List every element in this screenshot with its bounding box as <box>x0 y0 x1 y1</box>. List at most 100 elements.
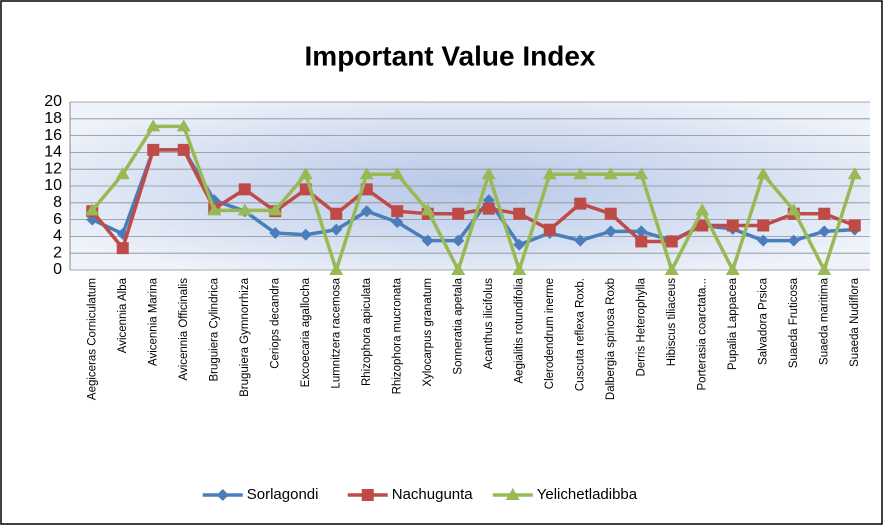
marker <box>330 207 343 220</box>
marker <box>574 234 587 247</box>
marker <box>696 219 709 232</box>
marker <box>420 203 435 216</box>
x-tick-label: Dalbergia spinosa Roxb <box>605 278 617 400</box>
marker <box>787 234 800 247</box>
marker <box>146 119 161 132</box>
y-tick-label: 14 <box>44 144 62 161</box>
y-tick-label: 10 <box>44 177 62 194</box>
marker <box>85 203 100 216</box>
x-tick-label: Cuscuta reflexa Roxb. <box>574 278 586 391</box>
marker <box>238 183 251 196</box>
series-line <box>90 124 857 276</box>
x-tick-label: Aegialitis rotundifolia <box>513 277 525 383</box>
x-tick-label: Porterasia coarctata... <box>696 278 708 391</box>
y-tick-label: 4 <box>53 228 62 245</box>
marker <box>756 167 771 180</box>
marker <box>390 167 405 180</box>
x-tick-label: Avicennia Officinalis <box>178 278 190 381</box>
marker <box>635 225 648 238</box>
marker <box>817 263 832 275</box>
y-tick-label: 16 <box>44 127 62 144</box>
marker <box>216 489 229 501</box>
marker <box>847 167 862 180</box>
marker <box>147 143 160 156</box>
marker <box>604 225 617 238</box>
marker <box>116 242 129 255</box>
x-tick-label: Rhizophora apiculata <box>361 277 373 386</box>
marker <box>573 167 588 180</box>
y-tick-label: 12 <box>44 160 62 177</box>
x-tick-label: Derris Heterophylla <box>635 277 647 376</box>
marker <box>451 263 466 275</box>
x-tick-label: Ceriops decandra <box>269 277 281 368</box>
y-tick-label: 2 <box>53 244 62 261</box>
y-tick-label: 0 <box>53 261 62 278</box>
marker <box>481 167 496 180</box>
marker <box>359 167 374 180</box>
marker <box>513 238 526 251</box>
x-tick-label: Suaeda Fruticosa <box>788 277 800 368</box>
x-tick-label: Pupalia Lappacea <box>727 277 739 370</box>
x-tick-label: Acanthus ilicifolus <box>483 278 495 370</box>
marker <box>391 205 404 218</box>
marker <box>237 203 252 216</box>
legend-label: Sorlagondi <box>247 486 319 503</box>
marker <box>635 235 648 248</box>
x-tick-label: Rhizophora mucronata <box>391 277 403 394</box>
y-tick-label: 18 <box>44 110 62 127</box>
marker <box>207 203 222 216</box>
marker <box>604 207 617 220</box>
marker <box>818 225 831 238</box>
marker <box>574 197 587 210</box>
marker <box>298 167 313 180</box>
marker <box>177 143 190 156</box>
x-tick-label: Avicennia Alba <box>117 277 129 353</box>
x-tick-label: Hibiscus tiliaceus <box>666 278 678 366</box>
marker <box>391 216 404 229</box>
marker <box>725 263 740 275</box>
marker <box>176 119 191 132</box>
x-tick-label: Salvadora Prsica <box>757 277 769 365</box>
y-tick-label: 20 <box>44 93 62 110</box>
x-tick-label: Suaeda Nudiflora <box>849 277 861 366</box>
marker <box>786 203 801 216</box>
marker <box>695 203 710 216</box>
x-tick-label: Xylocarpus granatum <box>422 278 434 387</box>
marker <box>452 207 465 220</box>
y-tick-label: 6 <box>53 211 62 228</box>
marker <box>818 207 831 220</box>
marker <box>330 223 343 236</box>
marker <box>603 167 618 180</box>
marker <box>421 234 434 247</box>
x-tick-label: Suaeda maritima <box>818 277 830 365</box>
x-tick-label: Clerodendrum inerme <box>544 278 556 389</box>
marker <box>115 167 130 180</box>
marker <box>329 263 344 275</box>
x-tick-label: Bruguiera Cylindrica <box>208 277 220 381</box>
marker <box>634 167 649 180</box>
x-tick-label: Excoecaria agallocha <box>300 277 312 387</box>
marker <box>268 203 283 216</box>
marker <box>513 207 526 220</box>
marker <box>542 167 557 180</box>
marker <box>452 234 465 247</box>
x-tick-label: Bruguiera Gymnorrhiza <box>239 277 251 396</box>
marker <box>848 219 861 232</box>
marker <box>664 263 679 275</box>
marker <box>757 234 770 247</box>
legend-label: Nachugunta <box>392 486 474 503</box>
legend-label: Yelichetladibba <box>537 486 638 503</box>
chart-title: Important Value Index <box>305 40 596 71</box>
marker <box>543 223 556 236</box>
marker <box>482 202 495 215</box>
marker <box>299 228 312 241</box>
x-tick-label: Avicennia Marina <box>147 277 159 366</box>
x-tick-label: Sonneratia apetala <box>452 277 464 374</box>
marker <box>726 219 739 232</box>
x-tick-label: Aegiceras Corniculatum <box>86 278 98 400</box>
marker <box>269 227 282 240</box>
marker <box>665 235 678 248</box>
y-tick-label: 8 <box>53 194 62 211</box>
